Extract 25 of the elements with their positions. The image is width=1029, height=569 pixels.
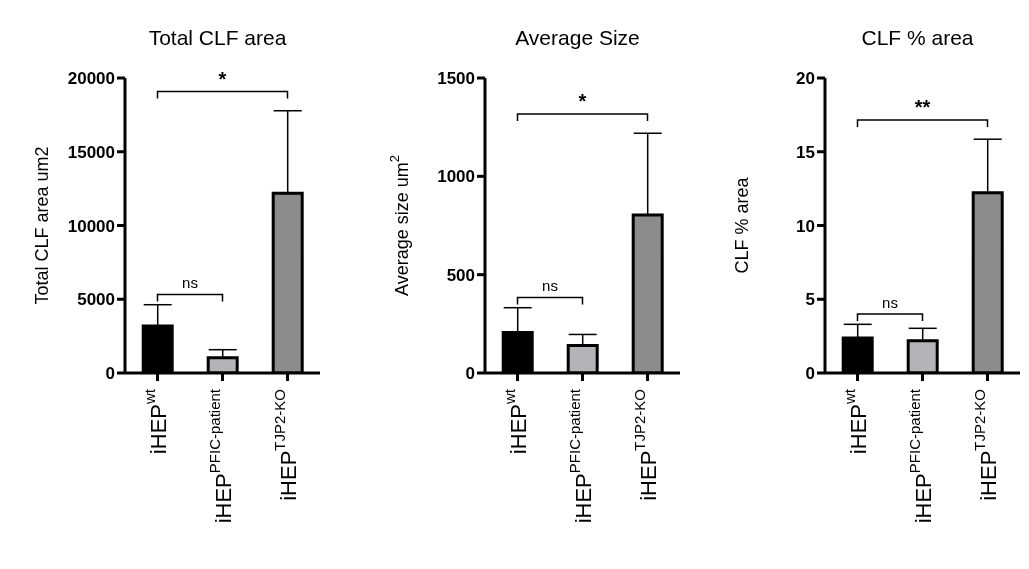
y-tick-label: 15 — [796, 142, 815, 162]
y-tick-label: 0 — [105, 364, 115, 384]
y-tick-label: 15000 — [67, 142, 115, 162]
annotation: ns — [542, 277, 558, 295]
y-axis-title: CLF % area — [732, 176, 752, 274]
chart-title: Total CLF area — [147, 25, 288, 51]
y-tick-label: 5000 — [77, 290, 115, 310]
y-tick-label: 1500 — [437, 69, 475, 89]
y-tick-label: 5 — [805, 290, 815, 310]
y-tick-label: 10000 — [67, 216, 115, 236]
annotation: * — [218, 67, 227, 90]
annotation: ** — [914, 96, 931, 119]
annotation: * — [578, 90, 587, 113]
chart-title: Average Size — [514, 25, 641, 51]
y-axis-title: Total CLF area um2 — [32, 146, 52, 305]
y-tick-label: 500 — [446, 265, 475, 285]
y-tick-label: 10 — [796, 216, 815, 236]
annotation: ns — [882, 294, 898, 311]
y-tick-label: 1000 — [437, 167, 475, 187]
y-tick-label: 0 — [805, 364, 815, 384]
y-tick-label: 0 — [465, 364, 475, 384]
y-tick-label: 20 — [796, 69, 815, 89]
annotation: ns — [182, 274, 198, 292]
y-tick-label: 20000 — [67, 69, 115, 89]
chart-title: CLF % area — [860, 25, 975, 51]
